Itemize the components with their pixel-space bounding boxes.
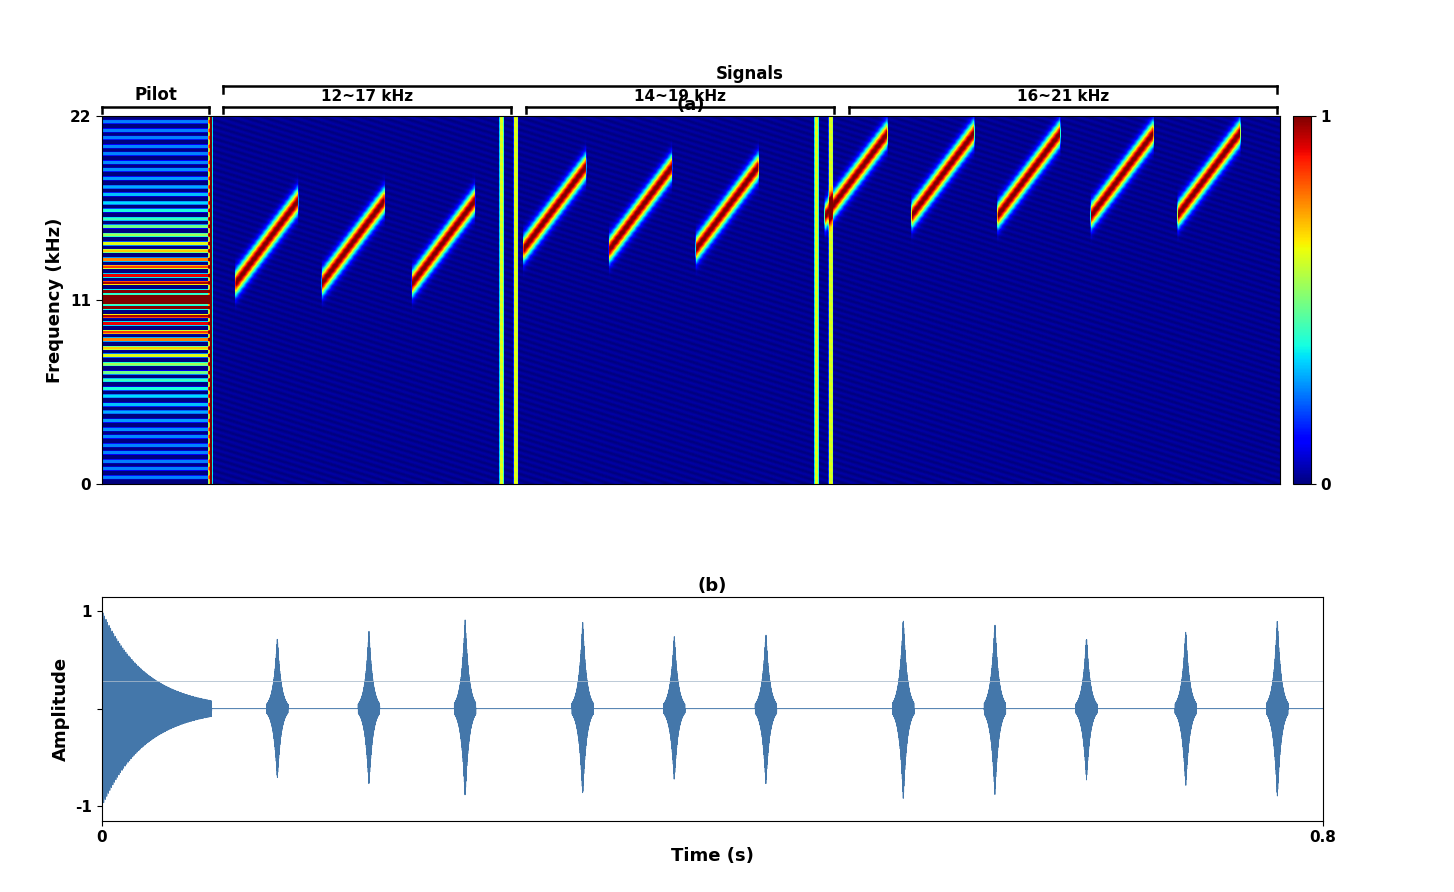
- Text: 14~19 kHz: 14~19 kHz: [634, 89, 726, 104]
- Y-axis label: Amplitude: Amplitude: [52, 657, 70, 761]
- Title: (b): (b): [698, 577, 727, 595]
- X-axis label: Time (s): Time (s): [672, 847, 753, 864]
- Text: Signals: Signals: [715, 65, 784, 83]
- Text: 16~21 kHz: 16~21 kHz: [1016, 89, 1109, 104]
- Y-axis label: Frequency (kHz): Frequency (kHz): [47, 218, 64, 383]
- Title: (a): (a): [676, 96, 705, 114]
- Text: 12~17 kHz: 12~17 kHz: [321, 89, 413, 104]
- Text: Pilot: Pilot: [134, 87, 177, 104]
